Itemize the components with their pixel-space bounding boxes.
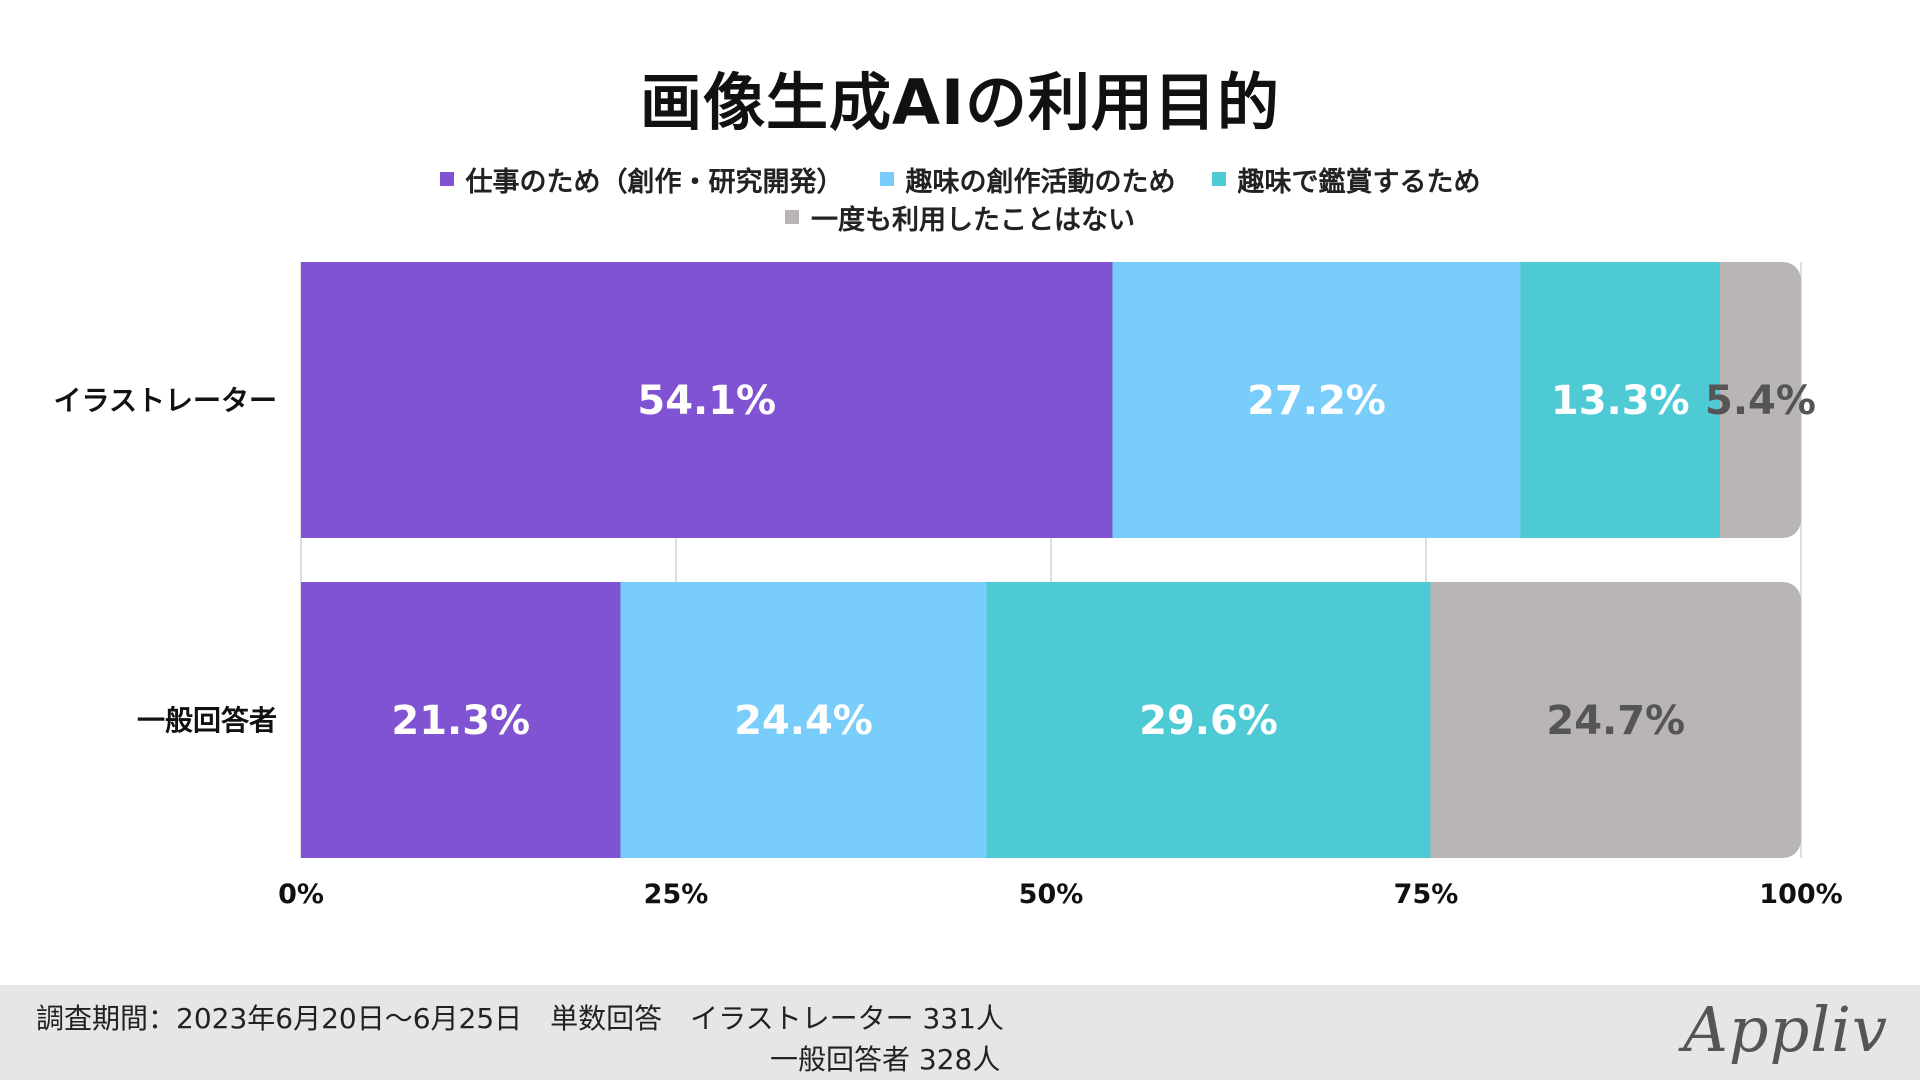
legend-swatch [439,172,454,186]
data-label: 54.1% [637,378,776,424]
data-label: 21.3% [391,698,530,744]
bar-segment [301,582,621,858]
legend-item-hobby-create: 趣味の創作活動のため [879,160,1176,199]
x-tick-label: 100% [1759,879,1842,910]
x-tick-label: 25% [644,879,709,910]
bar-segment [1430,582,1801,858]
legend-label: 趣味で鑑賞するため [1237,166,1481,198]
chart-title: 画像生成AIの利用目的 [639,66,1281,139]
bar-row [301,262,1801,538]
bar-segment [620,582,987,858]
data-label: 13.3% [1551,378,1690,424]
bar-segment [1112,262,1521,538]
bar-segment [986,582,1431,858]
x-tick-label: 50% [1019,879,1084,910]
appliv-logo: Appliv [1683,993,1888,1066]
data-label: 24.7% [1546,698,1685,744]
bar-segment [301,262,1113,538]
stacked-bar-chart: 0% 25% 50% 75% 100% 54.1% 27.2% 13.3% 5.4% イラストレー… [54,262,1843,910]
legend-row-1: 仕事のため（創作・研究開発） 趣味の創作活動のため 趣味で鑑賞するため [0,160,1920,198]
category-label: イラストレーター [54,384,277,417]
survey-info-line2: 一般回答者 328人 [770,1043,1001,1076]
x-tick-label: 75% [1394,879,1459,910]
data-label: 24.4% [734,698,873,744]
bar-segment [1720,262,1801,538]
legend-item-never: 一度も利用したことはない [785,198,1135,237]
data-label: 27.2% [1247,378,1386,424]
legend: 仕事のため（創作・研究開発） 趣味の創作活動のため 趣味で鑑賞するため 一度も利… [0,160,1920,236]
survey-info: 調査期間：2023年6月20日〜6月25日 単数回答 イラストレーター 331人 [36,1002,1004,1035]
legend-swatch [785,210,799,224]
category-label: 一般回答者 [137,704,277,737]
legend-swatch [879,172,894,186]
legend-label: 仕事のため（創作・研究開発） [465,166,844,198]
data-label: 5.4% [1705,378,1816,424]
legend-item-work: 仕事のため（創作・研究開発） [439,160,844,199]
legend-row-2: 一度も利用したことはない [0,198,1920,236]
x-tick-label: 0% [278,879,324,910]
legend-item-hobby-view: 趣味で鑑賞するため [1211,160,1481,199]
data-label: 29.6% [1139,698,1278,744]
bar-row [301,582,1801,858]
footer: 調査期間：2023年6月20日〜6月25日 単数回答 イラストレーター 331人… [0,985,1920,1080]
legend-label: 一度も利用したことはない [811,204,1135,236]
legend-label: 趣味の創作活動のため [905,166,1176,198]
legend-swatch [1211,172,1226,186]
bar-segment [1520,262,1720,538]
